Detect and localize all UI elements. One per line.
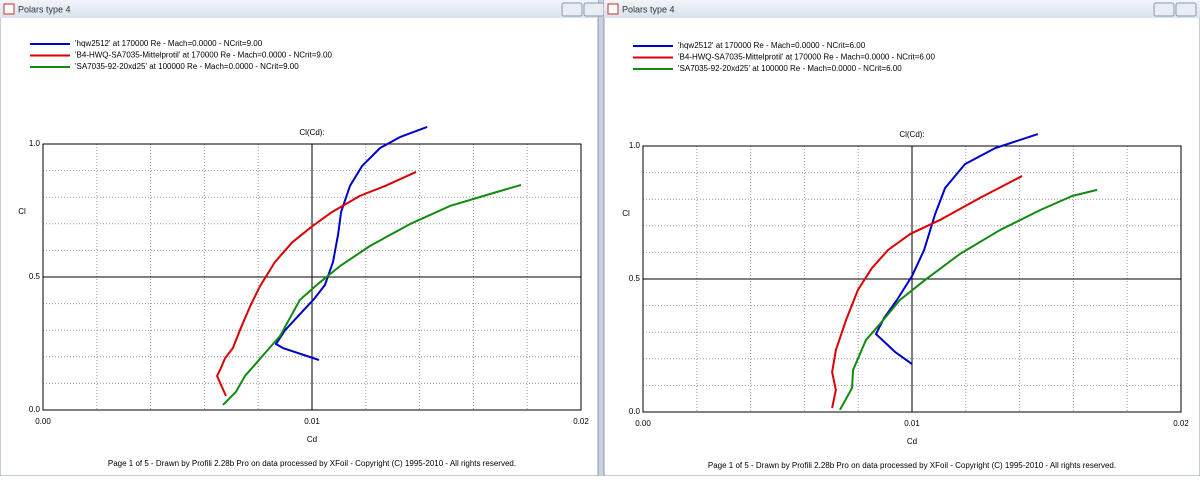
legend-label: 'B4-HWQ-SA7035-Mittelprotil' at 170000 R… — [678, 53, 936, 62]
polar-line — [222, 184, 522, 406]
maximize-button[interactable] — [583, 2, 605, 17]
footer: Page 1 of 5 - Drawn by Profili 2.28b Pro… — [708, 461, 1116, 470]
chart-title: Cl(Cd): — [299, 128, 324, 137]
legend-label: 'hqw2512' at 170000 Re - Mach=0.0000 - N… — [678, 41, 866, 50]
legend-label: 'hqw2512' at 170000 Re - Mach=0.0000 - N… — [75, 39, 263, 48]
chart-title: Cl(Cd): — [899, 130, 924, 139]
y-tick-label: 0.0 — [29, 405, 41, 414]
legend-label: 'B4-HWQ-SA7035-Mittelprotil' at 170000 R… — [75, 51, 333, 60]
y-tick-label: 1.0 — [29, 139, 41, 148]
y-tick-label: 0.5 — [29, 272, 41, 281]
y-tick-label: 1.0 — [629, 141, 641, 150]
window-title: Polars type 4 — [622, 4, 675, 14]
y-tick-label: 0.0 — [629, 407, 641, 416]
x-tick-label: 0.01 — [904, 419, 920, 428]
minimize-button[interactable] — [561, 2, 583, 17]
title-bar — [604, 0, 1200, 18]
x-tick-label: 0.01 — [304, 417, 320, 426]
y-axis-label: Cl — [18, 207, 26, 216]
x-axis-label: Cd — [907, 437, 917, 446]
x-tick-label: 0.02 — [1173, 419, 1189, 428]
x-tick-label: 0.00 — [35, 417, 51, 426]
y-tick-label: 0.5 — [629, 274, 641, 283]
window-icon — [607, 3, 619, 15]
window-icon — [3, 3, 15, 15]
window — [603, 0, 1200, 477]
maximize-button[interactable] — [1175, 2, 1197, 17]
x-axis-label: Cd — [307, 435, 317, 444]
title-bar — [0, 0, 598, 18]
legend-label: 'SA7035-92-20xd25' at 100000 Re - Mach=0… — [678, 64, 902, 73]
minimize-button[interactable] — [1153, 2, 1175, 17]
polar-line — [874, 133, 1039, 365]
polar-line — [216, 171, 417, 397]
polar-line — [839, 188, 1098, 411]
window-title: Polars type 4 — [18, 4, 71, 14]
y-axis-label: Cl — [622, 209, 630, 218]
footer: Page 1 of 5 - Drawn by Profili 2.28b Pro… — [108, 459, 516, 468]
x-tick-label: 0.00 — [635, 419, 651, 428]
legend-label: 'SA7035-92-20xd25' at 100000 Re - Mach=0… — [75, 62, 299, 71]
polar-line — [831, 175, 1023, 409]
polar-line — [274, 126, 428, 361]
x-tick-label: 0.02 — [573, 417, 589, 426]
